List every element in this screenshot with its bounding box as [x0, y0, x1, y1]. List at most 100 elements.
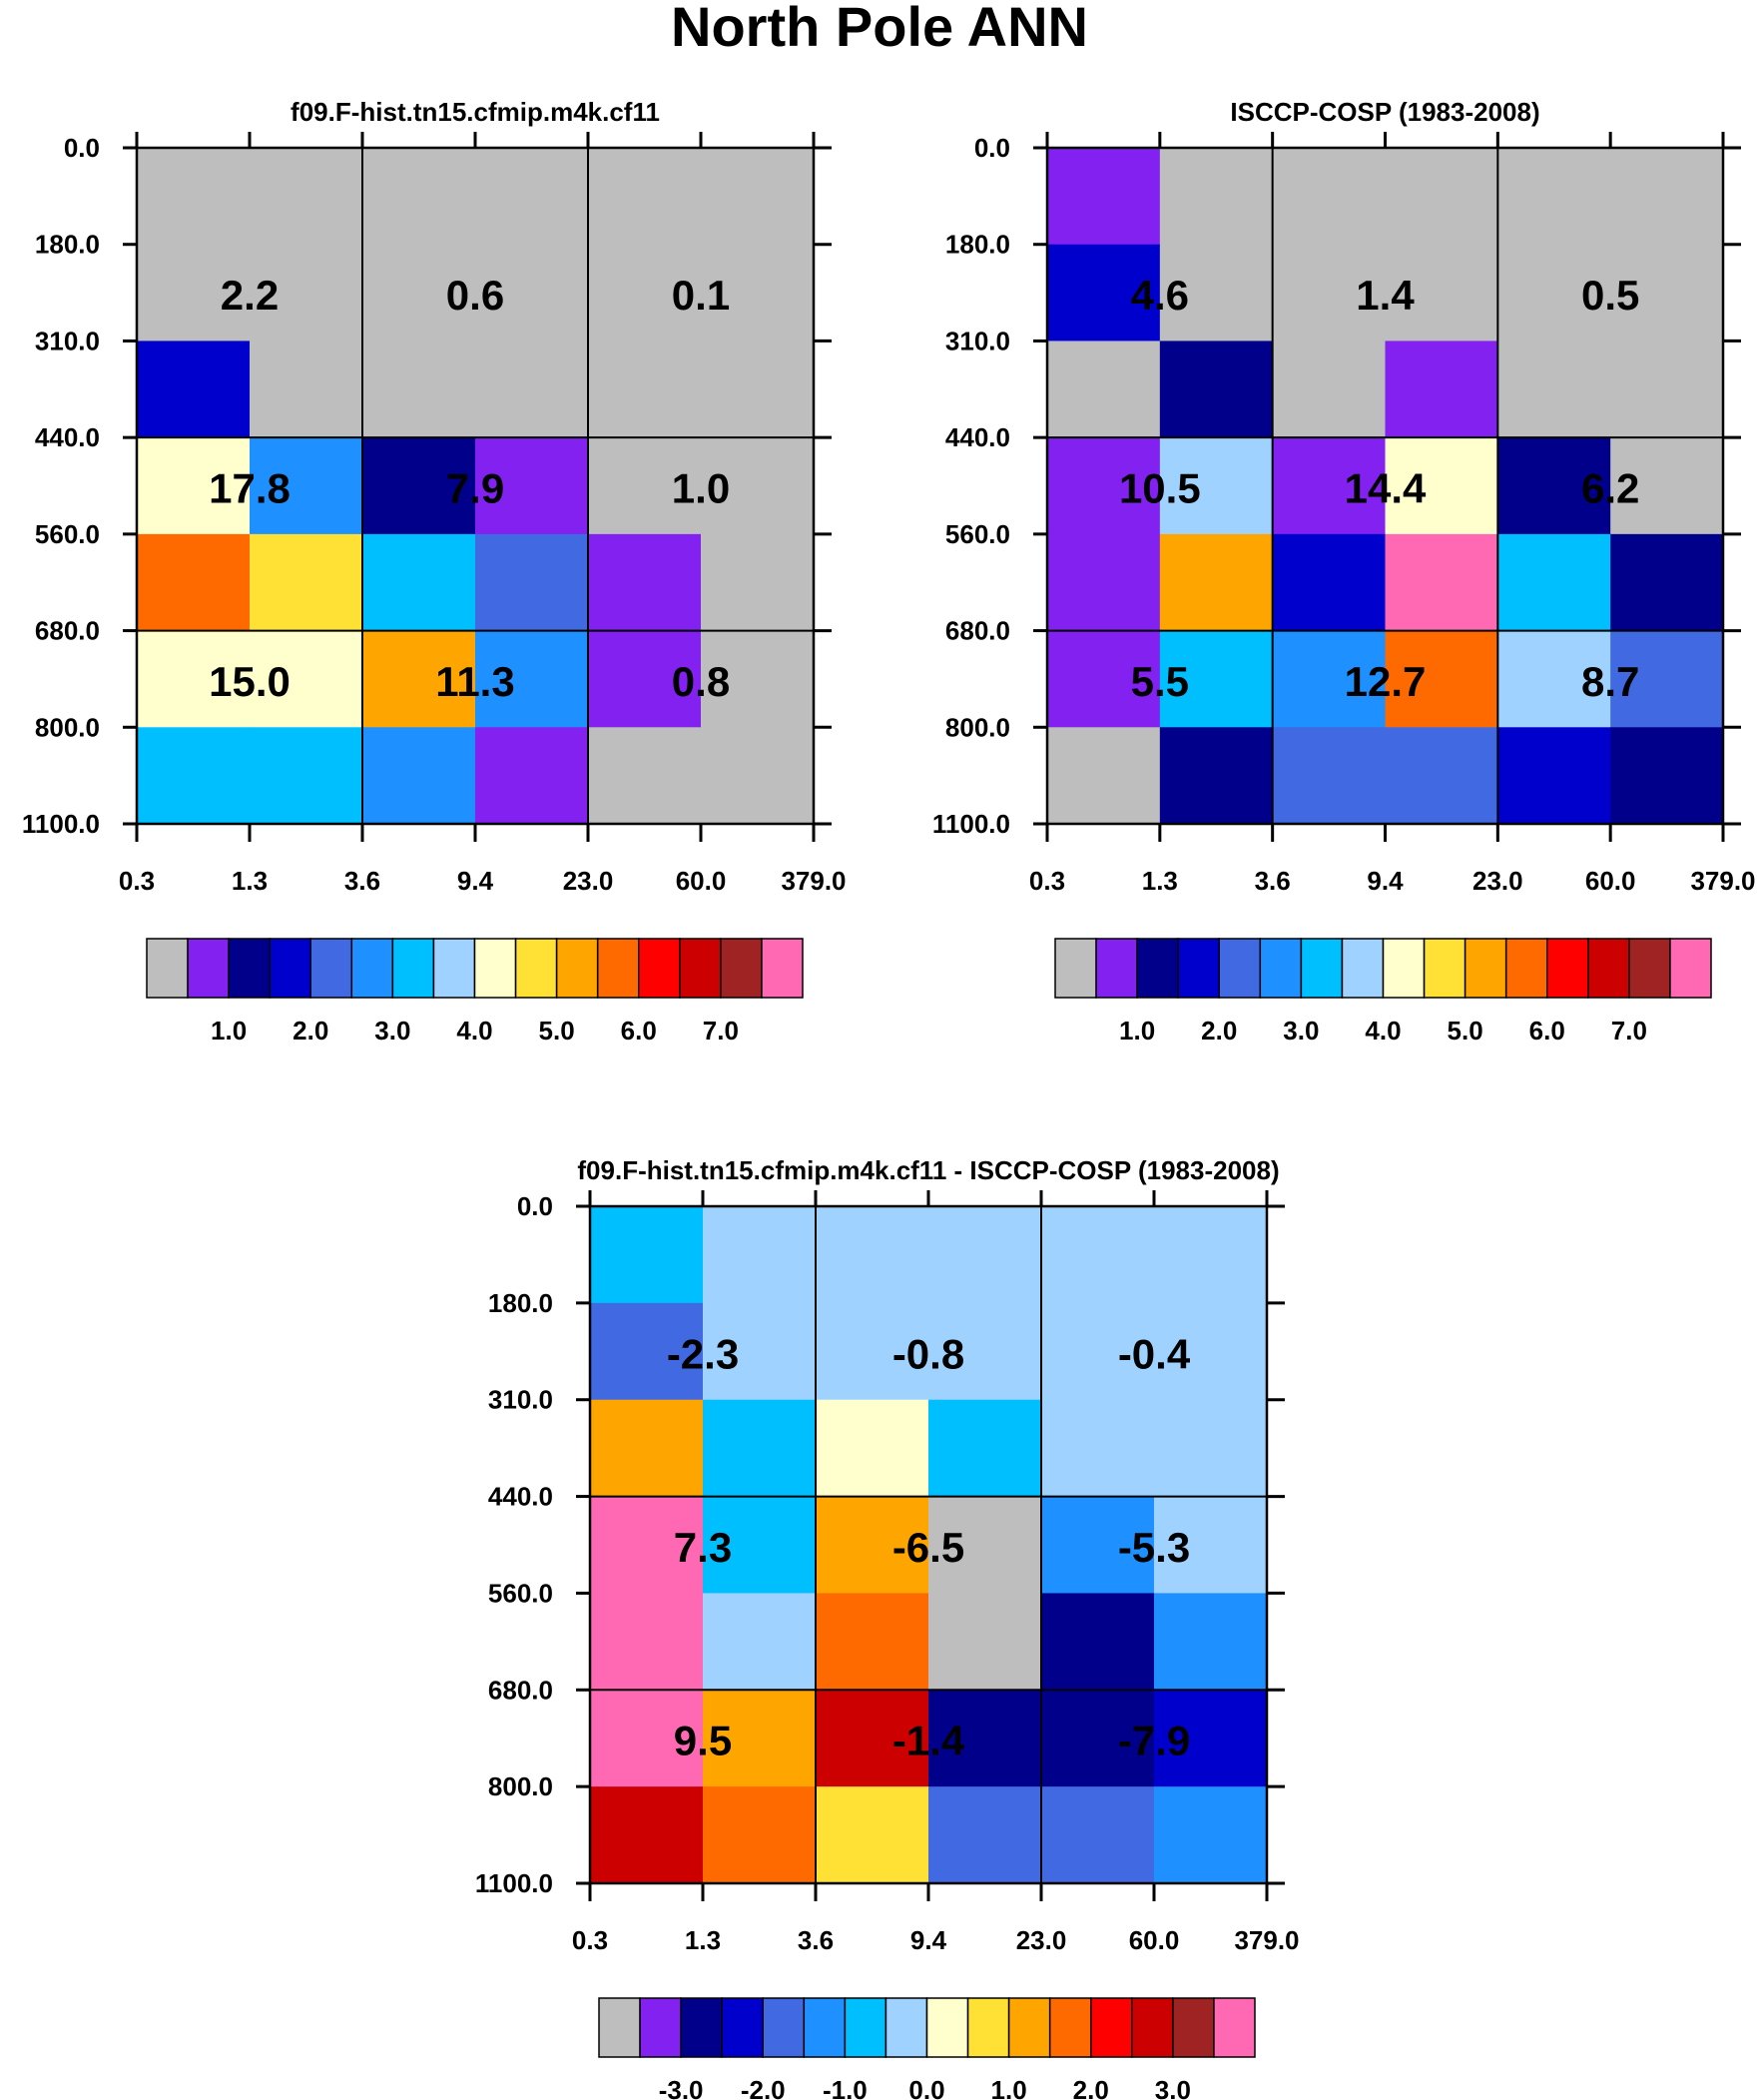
heatmap-cell	[590, 1786, 704, 1884]
x-tick-label: 3.6	[344, 866, 380, 896]
x-tick-label: 379.0	[1234, 1925, 1299, 1955]
legend-swatch	[391, 938, 435, 999]
heatmap-cell	[588, 437, 702, 535]
heatmap-cell	[701, 727, 815, 825]
legend-swatch	[1341, 938, 1385, 999]
heatmap-cell	[1159, 630, 1274, 728]
box-value: 4.6	[1131, 272, 1189, 319]
y-tick-label: 180.0	[945, 230, 1010, 260]
box-value: -2.3	[667, 1330, 739, 1377]
heatmap-cell	[703, 1496, 817, 1595]
box-value: 7.9	[446, 465, 504, 512]
heatmap-cell	[1047, 533, 1161, 632]
heatmap-cell	[1385, 148, 1498, 246]
legend-swatch	[1546, 938, 1589, 999]
legend-swatch	[1587, 938, 1630, 999]
heatmap-cell	[590, 1206, 704, 1304]
box-value: 12.7	[1345, 658, 1427, 705]
legend-swatch	[679, 938, 722, 999]
figure-title: North Pole ANN	[671, 0, 1088, 58]
heatmap-cell	[1154, 1786, 1268, 1884]
legend-swatch	[1628, 938, 1671, 999]
legend-swatch	[966, 1997, 1010, 2058]
heatmap-cell	[816, 1690, 929, 1787]
heatmap-cell	[362, 341, 476, 438]
box-value: 17.8	[209, 465, 291, 512]
heatmap-cell	[137, 437, 251, 535]
heatmap-cell	[1041, 1206, 1155, 1304]
heatmap-cell	[250, 341, 363, 438]
heatmap-cell	[250, 630, 363, 728]
heatmap-cell	[701, 244, 815, 343]
heatmap-cell	[590, 1302, 704, 1401]
legend-label: 1.0	[1119, 1016, 1155, 1046]
heatmap-cell	[928, 1593, 1042, 1691]
legend-swatch	[761, 938, 804, 999]
box-value: -0.4	[1118, 1330, 1191, 1377]
heatmap-cell	[137, 533, 251, 632]
heatmap-cell	[250, 244, 363, 343]
heatmap-cell	[362, 727, 476, 825]
heatmap-cell	[1041, 1786, 1155, 1884]
heatmap-cell	[1159, 148, 1274, 246]
legend-swatch	[1054, 938, 1097, 999]
panel-title: f09.F-hist.tn15.cfmip.m4k.cf11 - ISCCP-C…	[577, 1155, 1279, 1185]
heatmap-cell	[1497, 341, 1611, 438]
heatmap-cell	[1159, 341, 1274, 438]
y-tick-label: 560.0	[488, 1578, 553, 1608]
legend-label: 4.0	[1365, 1016, 1401, 1046]
heatmap-cell	[250, 727, 363, 825]
legend-swatch	[473, 938, 517, 999]
heatmap-cell	[590, 1593, 704, 1691]
box-value: -7.9	[1118, 1718, 1190, 1764]
heatmap-cell	[701, 533, 815, 632]
heatmap-cell	[362, 437, 476, 535]
heatmap-cell	[1154, 1206, 1268, 1304]
legend-swatch	[1504, 938, 1548, 999]
heatmap-cell	[475, 148, 589, 246]
legend-swatch	[350, 938, 394, 999]
heatmap-cell	[1047, 148, 1161, 246]
x-tick-label: 3.6	[1255, 866, 1291, 896]
legend-label: 4.0	[456, 1016, 492, 1046]
box-value: -6.5	[892, 1524, 964, 1571]
legend-swatch	[555, 938, 599, 999]
y-tick-label: 800.0	[488, 1771, 553, 1801]
y-tick-label: 1100.0	[932, 809, 1010, 839]
heatmap-cell	[137, 148, 251, 246]
heatmap-cell	[1610, 533, 1724, 632]
box-value: 5.5	[1131, 658, 1189, 705]
heatmap-cell	[1610, 244, 1724, 343]
heatmap-cell	[703, 1593, 817, 1691]
legend-swatch	[1300, 938, 1344, 999]
heatmap-cell	[590, 1496, 704, 1595]
legend-swatch	[1177, 938, 1220, 999]
heatmap-cell	[1041, 1302, 1155, 1401]
heatmap-cell	[588, 727, 702, 825]
heatmap-cell	[1047, 630, 1161, 728]
heatmap-cell	[928, 1496, 1042, 1595]
heatmap-cell	[475, 533, 589, 632]
x-tick-label: 3.6	[798, 1925, 834, 1955]
heatmap-cell	[701, 148, 815, 246]
heatmap-cell	[703, 1206, 817, 1304]
heatmap-cell	[1272, 437, 1387, 535]
heatmap-cell	[1047, 341, 1161, 438]
y-tick-label: 180.0	[488, 1288, 553, 1318]
legend-swatch	[1259, 938, 1303, 999]
y-tick-label: 440.0	[945, 422, 1010, 452]
heatmap-cell	[137, 727, 251, 825]
x-tick-label: 379.0	[781, 866, 846, 896]
box-value: 0.1	[672, 272, 730, 319]
x-tick-label: 0.3	[1029, 866, 1065, 896]
legend-swatch	[1090, 1997, 1133, 2058]
heatmap-cell	[1497, 148, 1611, 246]
x-tick-label: 60.0	[1585, 866, 1636, 896]
heatmap-cell	[703, 1690, 817, 1787]
legend-swatch	[146, 938, 189, 999]
heatmap-cell	[701, 630, 815, 728]
heatmap-cell	[588, 148, 702, 246]
legend-swatch	[884, 1997, 928, 2058]
y-tick-label: 0.0	[64, 133, 100, 163]
